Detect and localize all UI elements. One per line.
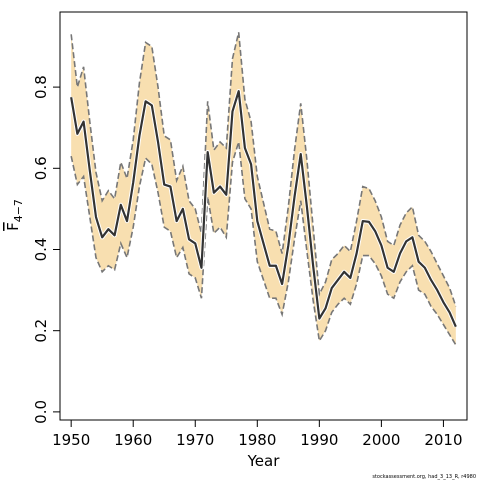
x-tick-label: 1960: [114, 431, 152, 449]
y-tick-label: 0.8: [32, 75, 50, 99]
x-tick-label: 1950: [52, 431, 90, 449]
lower-bound-line: [70, 141, 457, 346]
y-tick-label: 0.2: [32, 319, 50, 343]
y-axis-title: F4−7: [4, 199, 25, 231]
y-axis: 0.0 0.2 0.4 0.6 0.8: [32, 75, 60, 424]
x-tick-label: 2010: [424, 431, 462, 449]
x-tick-label: 2000: [362, 431, 400, 449]
x-axis: 1950 1960 1970 1980 1990 2000 2010: [52, 420, 463, 449]
y-tick-label: 0.0: [32, 400, 50, 424]
x-tick-label: 1980: [238, 431, 276, 449]
y-axis-title-subscript: 4−7: [12, 199, 25, 222]
y-tick-label: 0.6: [32, 156, 50, 180]
svg-text:F4−7: F4−7: [4, 199, 25, 231]
footer-credit: stockassessment.org, had_3_13_R, r4980: [372, 474, 476, 480]
y-axis-title-main: F: [4, 222, 22, 231]
confidence-band: [71, 32, 456, 345]
plot-area: [69, 32, 458, 346]
x-axis-title: Year: [247, 452, 281, 470]
x-tick-label: 1990: [300, 431, 338, 449]
estimate-line: [70, 90, 457, 328]
y-tick-label: 0.4: [32, 238, 50, 262]
x-tick-label: 1970: [176, 431, 214, 449]
upper-bound-line: [70, 32, 457, 307]
plot-frame: [59, 11, 468, 421]
